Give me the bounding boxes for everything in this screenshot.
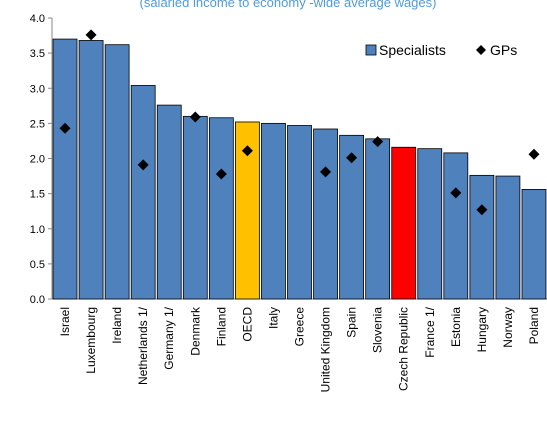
bar-israel [52,38,78,300]
y-tick-label: 2.5 [30,118,45,130]
bar-spain [339,134,364,300]
gp-marker-denmark [189,111,201,123]
bar-norway [495,175,521,300]
x-tick-label: Greece [293,307,307,347]
x-tick-label: Hungary [475,307,489,352]
bar-netherlands-1 [130,85,156,300]
gp-marker-poland [528,148,540,160]
bar-poland [521,189,547,300]
legend: Specialists GPs [365,42,517,58]
marker-series-gps [59,29,540,216]
x-tick-label: Estonia [449,307,463,347]
gp-marker-israel [59,122,71,134]
gp-marker-hungary [476,204,488,216]
bar-germany-1 [156,104,182,300]
x-tick-label: Slovenia [371,307,385,353]
gp-marker-spain [346,152,358,164]
x-tick-label: Netherlands 1/ [136,306,150,385]
x-tick-label: Luxembourg [84,307,98,374]
y-tick-label: 4.0 [30,13,45,25]
y-tick-label: 0.0 [30,294,45,306]
x-tick-label: Poland [527,307,541,344]
legend-label-specialists: Specialists [379,42,446,58]
x-tick-label: Ireland [110,307,124,344]
legend-label-gps: GPs [490,42,517,58]
y-axis: 0.0 0.5 1.0 1.5 2.0 2.5 3.0 3.5 4.0 [30,13,53,306]
bar-oecd [235,121,260,300]
x-tick-label: Finland [214,307,228,346]
bar-france-1 [417,148,443,300]
bar-hungary [469,174,495,300]
bar-greece [287,125,312,300]
y-tick-label: 0.5 [30,259,45,271]
bar-united-kingdom [313,128,338,300]
y-tick-label: 3.5 [30,48,45,60]
bar-italy [261,122,286,300]
bar-finland [208,117,234,300]
x-tick-label: Italy [266,307,280,329]
x-tick-label: Denmark [188,306,202,356]
gp-marker-luxembourg [85,29,97,41]
legend-marker-gps [476,45,486,55]
gp-marker-oecd [241,145,253,157]
gp-marker-estonia [450,187,462,199]
gp-marker-slovenia [372,136,384,148]
gp-marker-united-kingdom [320,166,332,178]
x-tick-label: Czech Republic [397,307,411,391]
x-axis-labels: Israel Luxembourg Ireland Netherlands 1/Ger… [58,306,541,392]
x-tick-label: Spain [345,307,359,338]
gp-marker-netherlands-1 [137,159,149,171]
bar-series-specialists [52,38,547,300]
gp-marker-finland [215,168,227,180]
bar-ireland [104,44,130,300]
y-tick-label: 1.5 [30,189,45,201]
x-tick-label: United Kingdom [319,307,333,392]
x-tick-label: OECD [240,307,254,342]
bar-estonia [443,152,469,300]
x-tick-label: France 1/ [423,306,437,357]
bar-denmark [182,115,208,300]
x-tick-label: Norway [501,307,515,348]
y-tick-label: 3.0 [30,83,45,95]
bar-czech-republic [391,146,417,300]
bar-slovenia [365,138,391,300]
y-tick-label: 2.0 [30,154,45,166]
x-tick-label: Israel [58,307,72,336]
chart-subtitle: (salaried income to economy -wide averag… [140,0,437,10]
legend-swatch-specialists [365,44,377,56]
x-tick-label: Germany 1/ [162,306,176,369]
y-tick-label: 1.0 [30,224,45,236]
bar-luxembourg [78,40,104,300]
